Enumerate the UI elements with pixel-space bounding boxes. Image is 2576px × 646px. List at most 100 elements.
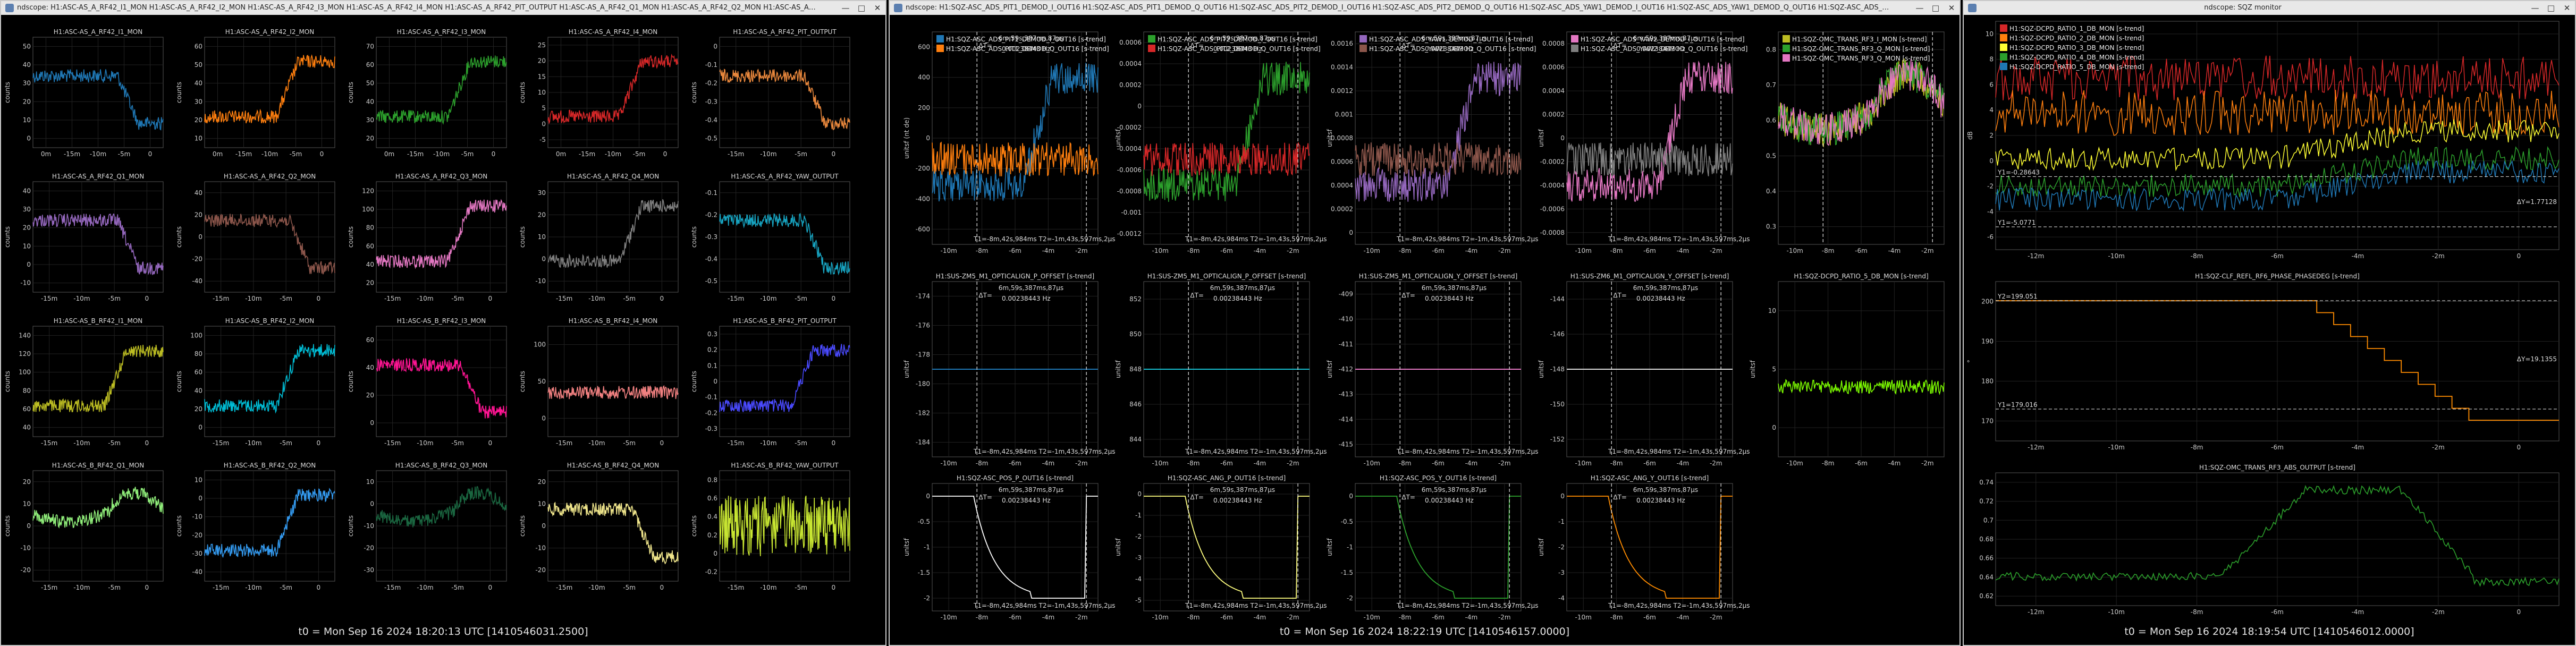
y-tick-label: 0.4 [707,513,717,521]
window-asc-rf42[interactable]: ndscope: H1:ASC-AS_A_RF42_I1_MON H1:ASC-… [0,0,886,646]
x-tick-label: -10m [245,584,261,591]
x-tick-label: -4m [2352,608,2364,616]
plot-title: H1:SUS-ZM5_M1_OPTICALIGN_Y_OFFSET [s-tre… [1359,273,1518,280]
x-tick-label: 0 [317,295,321,302]
y-tick-label: 0.5 [1766,152,1776,159]
cursor-freq: 0.00238443 Hz [1425,497,1474,504]
close-button[interactable]: ✕ [1948,3,1955,13]
plot-frame [32,181,164,293]
y-tick-label: -1 [1347,543,1353,551]
plot-h1-asc-as-b-rf42-i2-mon[interactable]: 100 80 60 40 20 0 -15m -10m -5m 0 H1:ASC-AS_B_RF42… [175,317,335,447]
optic-plot-1[interactable]: -174 -176 -178 -180 -182 -184 -10m -8m -6m -4m -2m… [903,273,1116,467]
ads-plot-1[interactable]: 600 400 200 0 -200 -400 -600 -10m -8m -6m -4m -2m un… [903,31,1116,254]
y-axis-label: unitsf [1538,129,1545,147]
cursor-dt-value: 6m,59s,387ms,87μs [1210,486,1275,494]
ads-plot-5[interactable]: 0.8 0.7 0.6 0.5 0.4 0.3 -10m -8m -6m -4m -2m H1:SQZ… [1766,31,1945,254]
x-tick-label: -12m [2028,608,2044,616]
plot-h1-asc-as-a-rf42-i1-mon[interactable]: 50 40 30 20 10 0 0m -15m -10m -5m 0 H1:ASC-AS_A_RF4… [4,28,164,158]
plot-h1-asc-as-b-rf42-q1-mon[interactable]: 20 10 0 -10 -20 -15m -10m -5m 0 H1:ASC-AS_B_RF42_… [4,462,164,591]
y-tick-label: 10 [538,89,546,96]
asc-out-plot-3[interactable]: 0 -0.5 -1 -1.5 -2 -10m -8m -6m -4m -2m H1:SQZ-ASC_… [1326,474,1539,621]
cursor-t1t2: T1=-8m,42s,984ms T2=-1m,43s,597ms,2μs [1396,235,1539,243]
plot-h1-asc-as-a-rf42-i4-mon[interactable]: 25 20 15 10 5 0 -5 0m -15m -10m -5m 0 H1:ASC-AS_A_RF… [519,28,679,158]
plot-h1-asc-as-b-rf42-yaw-output[interactable]: 0.8 0.6 0.4 0.2 0 -0.2 -15m -10m -5m 0 H1:ASC-AS_B… [690,462,850,591]
y-tick-label: 200 [918,104,930,112]
x-tick-label: -4m [1254,247,1266,254]
window-titlebar[interactable]: ndscope: H1:SQZ-ASC_ADS_PIT1_DEMOD_I_OUT… [890,1,1960,15]
ads-plot-3[interactable]: 0.0016 0.0014 0.0012 0.001 0.0008 0.0006 0.000… [1326,31,1539,254]
plot-h1-asc-as-b-rf42-q2-mon[interactable]: 10 0 -10 -20 -30 -40 -15m -10m -5m 0 H1:ASC-AS_B_R… [175,462,335,591]
x-tick-label: -10m [2108,252,2124,260]
asc-out-plot-4[interactable]: 0 -1 -2 -3 -4 -10m -8m -6m -4m -2m H1:SQZ-ASC_ANG_… [1538,474,1750,621]
y-tick-label: 0 [1560,134,1565,142]
y-tick-label: 20 [195,116,202,124]
maximize-button[interactable]: □ [1931,3,1940,13]
y-tick-label: -144 [1550,295,1565,303]
y-tick-label: -2 [1987,183,1994,190]
optic-plot-4[interactable]: -144 -146 -148 -150 -152 -10m -8m -6m -4m -2m H1:S… [1538,273,1750,467]
y-tick-label: 0 [1989,157,1994,165]
plot-h1-asc-as-a-rf42-q2-mon[interactable]: 40 20 0 -20 -40 -15m -10m -5m 0 H1:ASC-AS_A_RF42_… [175,173,335,302]
window-titlebar[interactable]: ndscope: H1:ASC-AS_A_RF42_I1_MON H1:ASC-… [1,1,885,15]
ads-plot-2[interactable]: 0.0006 0.0004 0.0002 0 -0.0002 -0.0004 -0.0006… [1114,31,1327,254]
plot-h1-asc-as-a-rf42-yaw-output[interactable]: -0.1 -0.2 -0.3 -0.4 -0.5 -15m -10m -5m 0 H1:ASC-A… [690,173,850,302]
asc-out-plot-2[interactable]: 0 -1 -2 -3 -4 -5 -10m -8m -6m -4m -2m H1:SQZ-ASC_AN… [1114,474,1327,621]
plot-grid[interactable]: 10 8 6 4 2 0 -2 -4 -6 -12m -10m -8m -6m -4m -2m 0 dB Y1=-… [1964,16,2575,632]
dcpd-ratio-plot[interactable]: 10 8 6 4 2 0 -2 -4 -6 -12m -10m -8m -6m -4m -2m 0 dB Y1=-… [1966,21,2560,260]
close-button[interactable]: ✕ [874,3,881,13]
x-tick-label: -10m [1575,247,1592,254]
plot-h1-asc-as-a-rf42-q1-mon[interactable]: 40 30 20 10 0 -10 -15m -10m -5m 0 H1:ASC-AS_A_RF42… [4,173,164,302]
y-tick-label: 80 [366,224,374,232]
y-axis-label: counts [175,371,183,392]
plot-h1-asc-as-a-rf42-i3-mon[interactable]: 70 60 50 40 30 20 0m -15m -10m -5m 0 H1:ASC-AS_A_RF… [347,28,507,158]
y-tick-label: -0.0012 [1117,230,1142,237]
y-tick-label: 850 [1129,330,1142,338]
ads-plot-4[interactable]: 0.0008 0.0006 0.0004 0.0002 0 -0.0002 -0.0004 -… [1538,31,1750,254]
legend-swatch [2000,63,2007,70]
omc-trans-plot[interactable]: 0.74 0.72 0.7 0.68 0.66 0.64 0.62 -12m -10m -8m -6… [1979,464,2560,616]
plot-h1-asc-as-a-rf42-i2-mon[interactable]: 60 50 40 30 20 10 0m -15m -10m -5m 0 H1:ASC-AS_A_RF… [175,28,335,158]
plot-h1-asc-as-a-rf42-q4-mon[interactable]: 30 20 10 0 -10 -15m -10m -5m 0 H1:ASC-AS_A_RF42_Q… [519,173,679,302]
y-tick-label: 20 [366,135,374,142]
y-tick-label: -0.5 [918,518,930,525]
cursor-t1t2: T1=-8m,42s,984ms T2=-1m,43s,597ms,2μs [1608,448,1750,455]
window-sqz-ads[interactable]: ndscope: H1:SQZ-ASC_ADS_PIT1_DEMOD_I_OUT… [889,0,1961,646]
window-sqz-monitor[interactable]: ndscope: SQZ monitor — □ ✕ 10 8 6 4 2 0 -2 -4 -6… [1963,0,2576,646]
plot-h1-asc-as-b-rf42-pit-output[interactable]: 0.3 0.2 0.1 0 -0.1 -0.2 -0.3 -15m -10m -5m 0 H1:ASC… [690,317,850,447]
clf-phase-plot[interactable]: 200 190 180 170 -12m -10m -8m -6m -4m -2m 0 H1:SQZ-… [1966,273,2560,451]
optic-plot-5[interactable]: 10 5 0 -10m -8m -6m -4m -2m H1:SQZ-DCPD_RATIO_5_… [1749,273,1945,467]
trace-2-1 [1143,142,1310,176]
minimize-button[interactable]: — [841,3,850,13]
y-tick-label: 0.3 [1766,223,1776,231]
cursor-freq: 0.00238443 Hz [1636,295,1685,302]
plot-h1-asc-as-a-rf42-q3-mon[interactable]: 120 100 80 60 40 20 -15m -10m -5m 0 H1:ASC-AS_A_RF… [347,173,507,302]
app-icon [5,4,14,12]
asc-out-plot-1[interactable]: 0 -0.5 -1 -1.5 -2 -10m -8m -6m -4m -2m H1:SQZ-ASC_… [903,474,1116,621]
x-tick-label: -2m [1921,247,1934,254]
optic-plot-3[interactable]: -409 -410 -411 -412 -413 -414 -415 -10m -8m -6m -4… [1326,273,1539,467]
plot-h1-asc-as-b-rf42-i1-mon[interactable]: 140 120 100 80 60 40 -15m -10m -5m 0 H1:ASC-AS_B_R… [4,317,164,447]
minimize-button[interactable]: — [2531,3,2539,13]
cursor-freq: 0.00238443 Hz [1002,45,1051,53]
maximize-button[interactable]: □ [2547,3,2555,13]
plot-h1-asc-as-b-rf42-q4-mon[interactable]: 20 10 0 -10 -20 -15m -10m -5m 0 H1:ASC-AS_B_RF42_… [519,462,679,591]
minimize-button[interactable]: — [1915,3,1924,13]
y-tick-label: -0.0008 [1117,188,1142,195]
window-titlebar[interactable]: ndscope: SQZ monitor — □ ✕ [1964,1,2575,15]
plot-h1-asc-as-b-rf42-i4-mon[interactable]: 100 50 0 -15m -10m -5m 0 H1:ASC-AS_B_RF42_I4_MO… [519,317,679,447]
close-button[interactable]: ✕ [2563,3,2571,13]
trace-h1-asc-as-b-rf42-yaw-output [719,495,850,556]
plot-frame [719,37,850,148]
plot-h1-asc-as-b-rf42-q3-mon[interactable]: 10 0 -10 -20 -30 -15m -10m -5m 0 H1:ASC-AS_B_RF42… [347,462,507,591]
optic-plot-2[interactable]: 852 850 848 846 844 -10m -8m -6m -4m -2m H1:SUS-ZM… [1114,273,1327,467]
plot-title: H1:SQZ-ASC_ANG_Y_OUT16 [s-trend] [1591,474,1709,482]
y-tick-label: 10 [23,116,31,124]
plot-h1-asc-as-b-rf42-i3-mon[interactable]: 60 40 20 0 -15m -10m -5m 0 H1:ASC-AS_B_RF42_I3_M… [347,317,507,447]
maximize-button[interactable]: □ [857,3,866,13]
x-tick-label: -5m [795,150,807,158]
plot-h1-asc-as-a-rf42-pit-output[interactable]: 0 -0.1 -0.2 -0.3 -0.4 -0.5 -15m -10m -5m 0 H1:ASC-… [690,28,850,158]
y-tick-label: 0.7 [1766,81,1776,89]
y-tick-label: 140 [19,332,31,339]
